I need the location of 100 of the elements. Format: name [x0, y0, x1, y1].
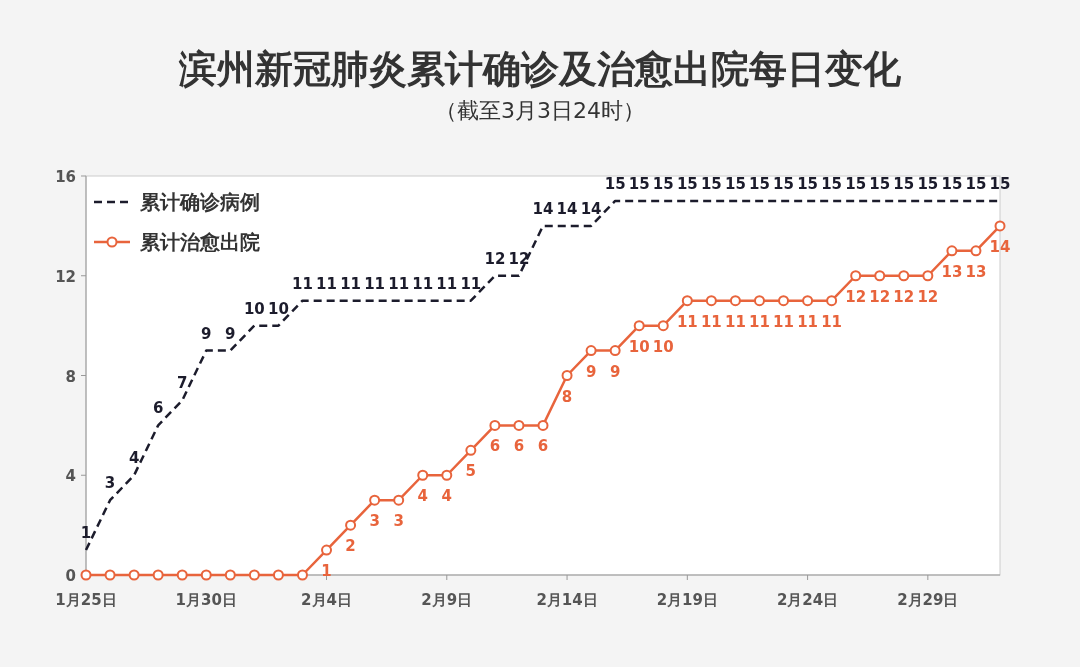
data-label: 11 [821, 312, 843, 331]
data-label: 3 [393, 512, 404, 531]
point [200, 569, 212, 581]
point [369, 494, 381, 506]
data-label: 12 [869, 287, 891, 306]
data-label: 14 [989, 237, 1011, 256]
data-label: 10 [243, 299, 265, 318]
point [657, 320, 669, 332]
data-label: 15 [845, 174, 867, 193]
data-label: 12 [893, 287, 915, 306]
data-label: 4 [417, 487, 428, 506]
data-label: 15 [893, 174, 915, 193]
data-label: 10 [267, 299, 289, 318]
point [537, 419, 549, 431]
legend-label: 累计治愈出院 [139, 230, 260, 254]
point [321, 544, 333, 556]
chart-title: 滨州新冠肺炎累计确诊及治愈出院每日变化 [178, 47, 902, 91]
x-tick-label: 2月4日 [301, 591, 352, 609]
x-tick-label: 2月14日 [536, 591, 598, 609]
point [417, 469, 429, 481]
data-label: 11 [749, 312, 770, 331]
data-label: 3 [104, 474, 116, 493]
data-label: 15 [700, 174, 722, 193]
data-label: 11 [292, 274, 313, 293]
data-label: 15 [821, 174, 843, 193]
data-label: 13 [965, 262, 987, 281]
point [513, 419, 525, 431]
x-tick-label: 1月25日 [55, 591, 117, 609]
point [994, 220, 1006, 232]
data-label: 3 [369, 512, 380, 531]
data-label: 12 [845, 287, 867, 306]
y-tick-label: 12 [55, 267, 76, 286]
point [561, 370, 573, 381]
point [393, 494, 405, 506]
data-label: 4 [441, 487, 453, 506]
point [970, 245, 982, 257]
point [946, 245, 958, 257]
data-label: 2 [345, 537, 356, 556]
data-label: 1 [321, 562, 332, 581]
point [681, 295, 693, 307]
data-label: 11 [364, 274, 386, 293]
data-label: 9 [225, 324, 236, 343]
data-label: 6 [513, 437, 525, 456]
data-label: 11 [676, 312, 698, 331]
data-label: 15 [628, 174, 650, 193]
data-label: 15 [869, 174, 891, 193]
data-label: 15 [917, 174, 939, 193]
data-label: 12 [508, 249, 530, 268]
data-label: 9 [585, 362, 597, 381]
data-label: 10 [652, 337, 674, 356]
point [104, 569, 116, 581]
y-tick-label: 0 [65, 567, 76, 585]
data-label: 14 [556, 199, 578, 218]
data-label: 9 [201, 324, 212, 343]
y-tick-label: 8 [65, 367, 76, 386]
y-tick-label: 16 [55, 168, 76, 186]
x-tick-label: 1月30日 [175, 591, 237, 609]
x-tick-label: 2月9日 [421, 591, 473, 609]
data-label: 15 [797, 174, 819, 193]
point [609, 345, 621, 357]
data-label: 11 [412, 274, 434, 293]
point [80, 569, 92, 581]
data-label: 12 [484, 249, 506, 268]
point [152, 569, 164, 581]
data-label: 15 [773, 174, 794, 193]
x-tick-label: 2月29日 [897, 591, 959, 609]
point [585, 345, 597, 357]
data-label: 11 [388, 274, 410, 293]
point [296, 569, 308, 581]
data-label: 11 [773, 312, 794, 331]
point [633, 320, 645, 332]
data-label: 12 [917, 287, 939, 306]
chart-subtitle: （截至3月3日24时） [435, 98, 645, 123]
point [248, 569, 260, 581]
data-label: 13 [941, 262, 963, 281]
data-label: 8 [561, 387, 573, 406]
data-label: 6 [152, 399, 164, 418]
point [898, 270, 910, 282]
data-label: 4 [128, 449, 140, 468]
data-label: 14 [532, 199, 554, 218]
data-label: 15 [604, 174, 626, 193]
data-label: 7 [176, 374, 188, 393]
point [802, 295, 814, 307]
data-label: 15 [965, 174, 987, 193]
data-label: 15 [749, 174, 770, 193]
point [176, 569, 188, 581]
data-label: 11 [316, 274, 337, 293]
data-label: 11 [460, 274, 482, 293]
point [729, 295, 741, 307]
point [224, 569, 236, 581]
data-label: 5 [465, 462, 477, 481]
x-tick-label: 2月24日 [776, 591, 839, 609]
data-label: 14 [580, 199, 602, 218]
point [826, 295, 838, 307]
point [850, 270, 862, 282]
data-label: 11 [340, 274, 362, 293]
point [128, 569, 140, 581]
point [345, 519, 357, 531]
data-label: 15 [652, 174, 674, 193]
x-tick-label: 2月19日 [656, 591, 718, 609]
